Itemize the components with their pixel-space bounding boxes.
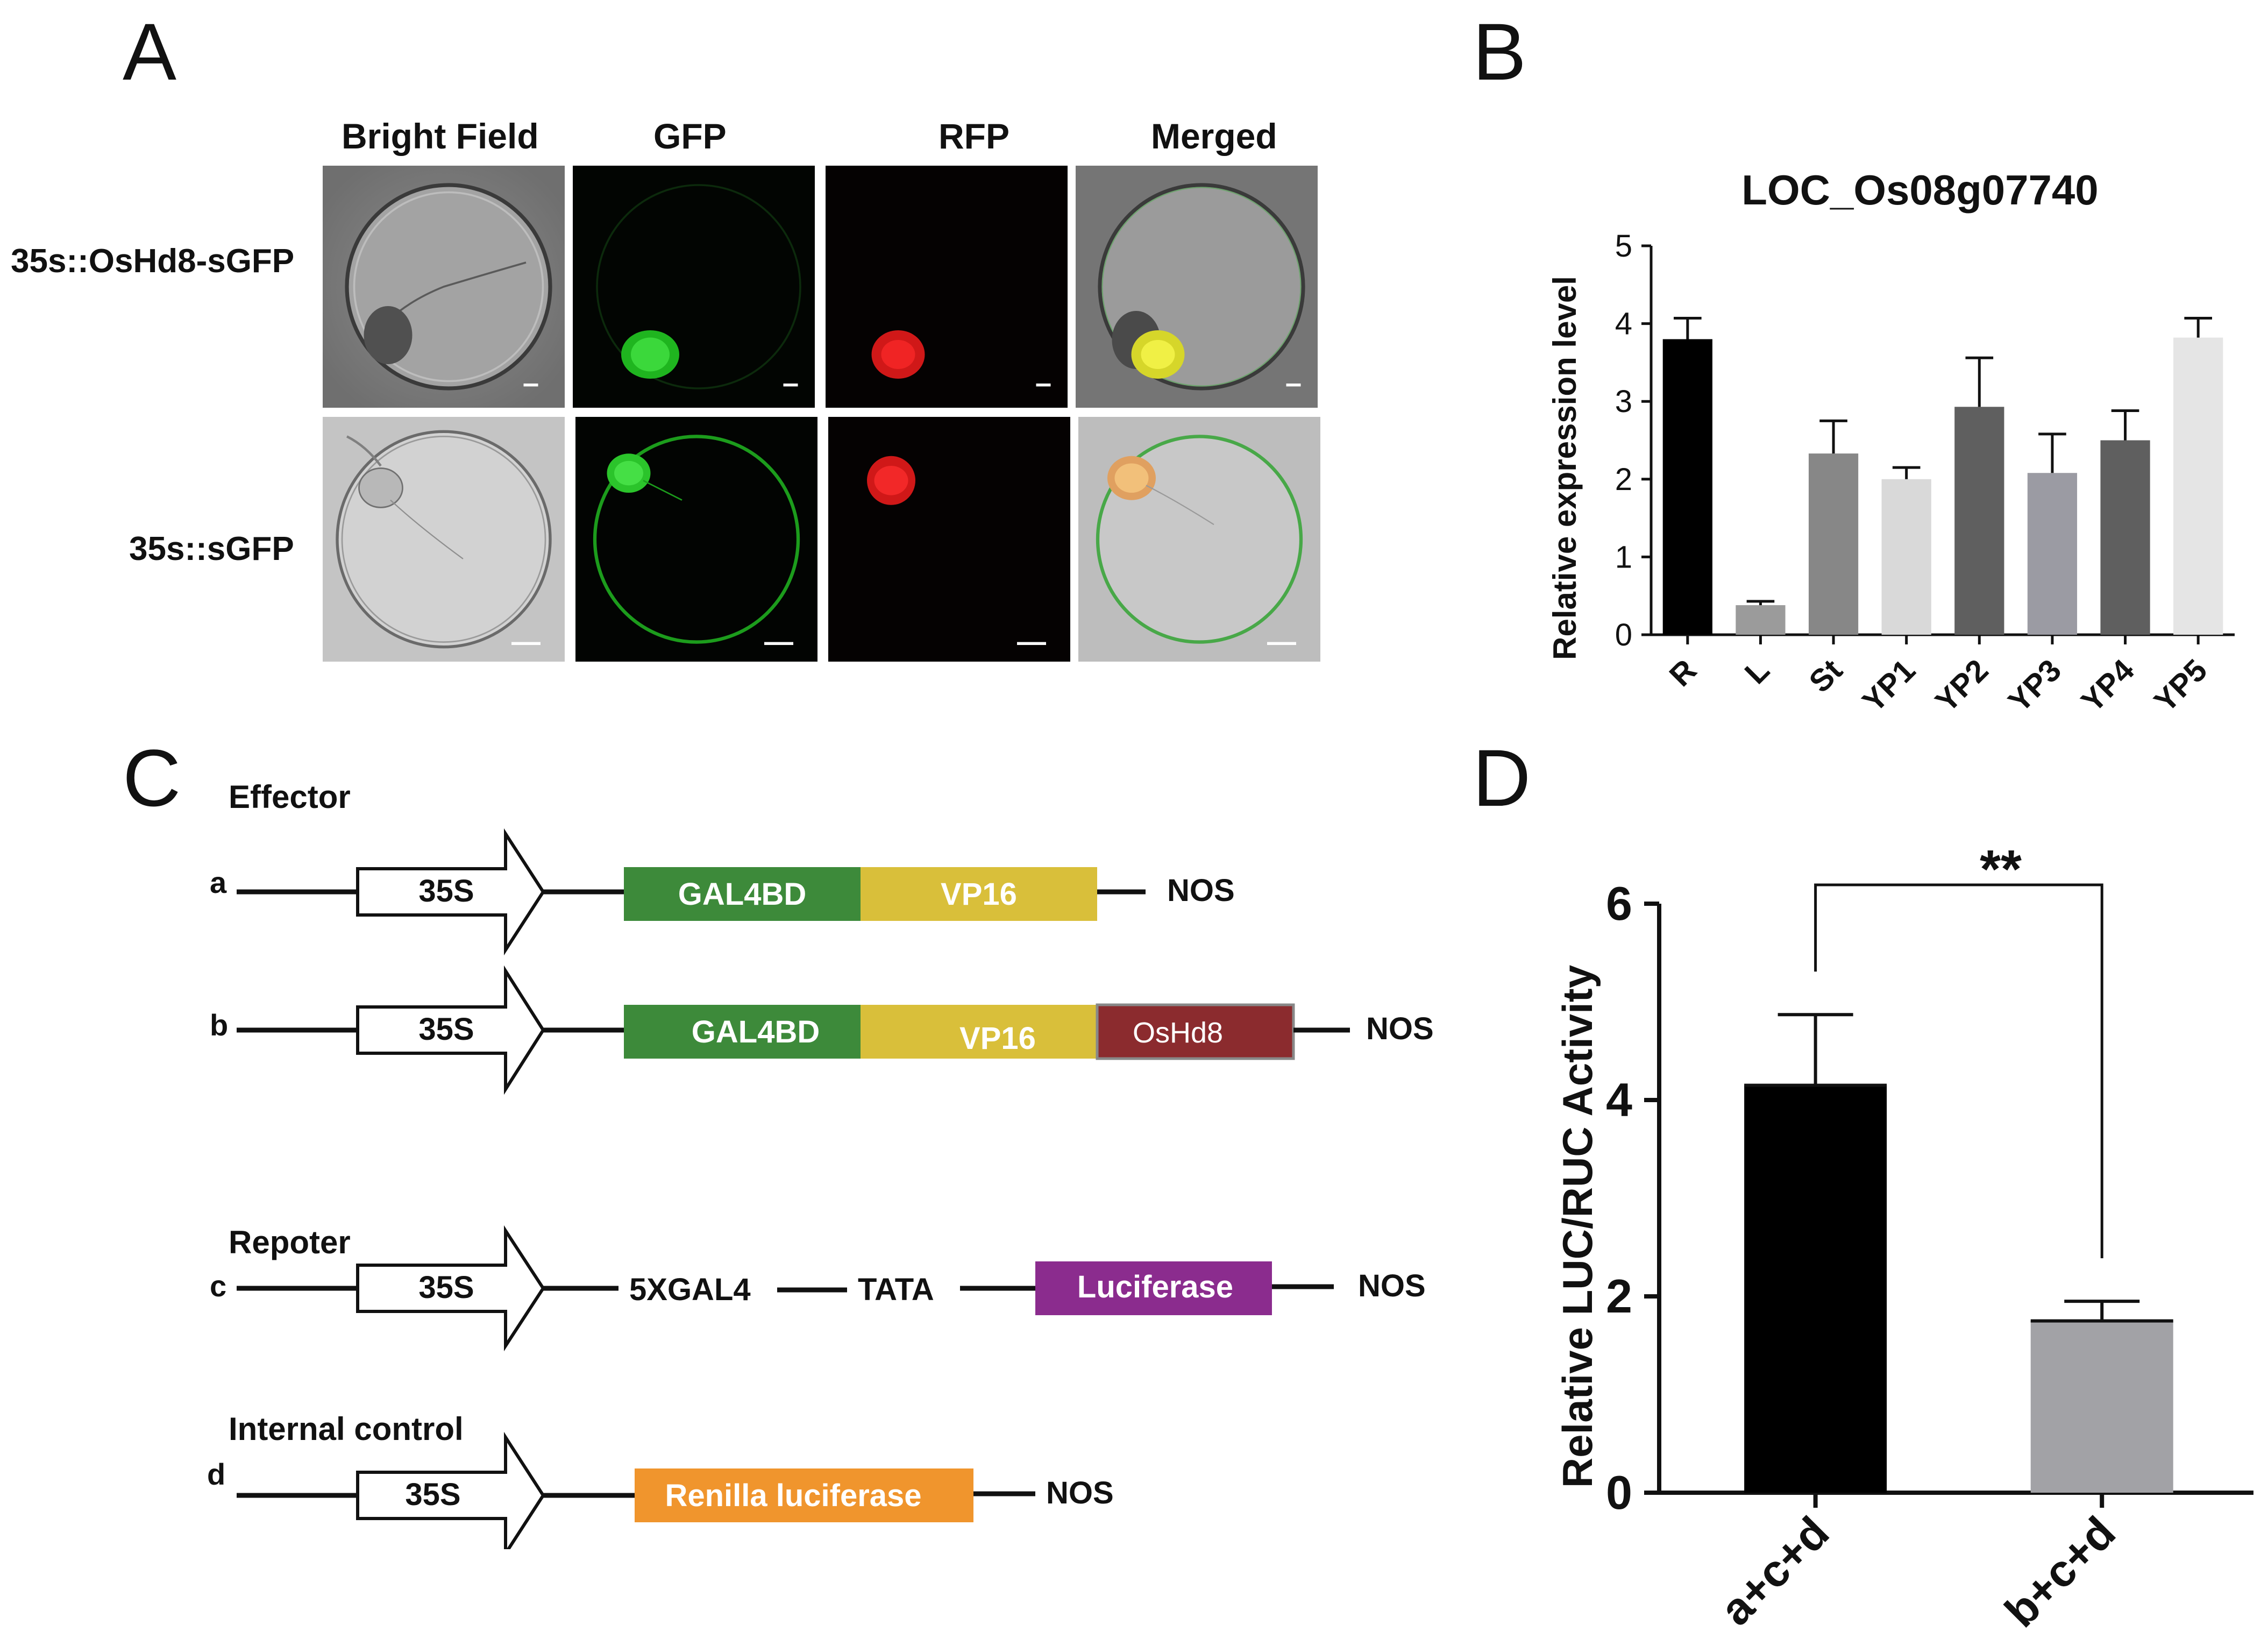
gal4bd-label-b: GAL4BD: [692, 1014, 820, 1049]
chart-b-category-label: YP3: [2002, 652, 2068, 719]
image-bright-field-sgfp: [323, 417, 565, 662]
column-label-merged: Merged: [1151, 116, 1277, 156]
chart-d-significance: **: [1980, 839, 2022, 899]
renilla-block: [635, 1468, 973, 1522]
row-label-sgfp: 35s::sGFP: [129, 530, 294, 567]
image-gfp-sgfp: [575, 417, 817, 662]
nos-label-b: NOS: [1366, 1011, 1434, 1046]
chart-b-ytick-label: 2: [1615, 462, 1632, 497]
luciferase-label: Luciferase: [1077, 1269, 1233, 1304]
chart-d-ytick-label: 6: [1606, 877, 1632, 930]
renilla-label: Renilla luciferase: [665, 1478, 921, 1513]
nos-label-d: NOS: [1046, 1475, 1114, 1510]
gal4bd-block-b: [624, 1005, 861, 1059]
row-label-b: b: [210, 1008, 228, 1042]
chart-b-bar: [1736, 605, 1786, 635]
row-label-oshd8-sgfp: 35s::OsHd8-sGFP: [11, 243, 295, 280]
column-label-rfp: RFP: [939, 116, 1009, 156]
panel-letter-b: B: [1473, 6, 1527, 97]
construct-a: a 35S GAL4BD VP16 NOS: [210, 828, 1235, 956]
promoter-label-c: 35S: [418, 1270, 474, 1305]
gal4bd-block-a: [624, 867, 861, 921]
vp16-label-b: VP16: [959, 1021, 1036, 1056]
construct-d: d 35S Renilla luciferase NOS: [207, 1431, 1114, 1549]
chart-b-bar: [2100, 440, 2150, 635]
promoter-label-a: 35S: [418, 874, 474, 909]
control-title: Internal control: [229, 1411, 464, 1447]
chart-b-ytick-label: 5: [1615, 229, 1632, 264]
column-label-gfp: GFP: [653, 116, 727, 156]
column-label-bright-field: Bright Field: [342, 116, 539, 156]
promoter-arrow-c: [356, 1225, 545, 1352]
row-label-c: c: [210, 1269, 226, 1303]
panel-letter-a: A: [123, 6, 177, 97]
chart-d-category-label: b+c+d: [1995, 1507, 2125, 1636]
tata-label: TATA: [858, 1272, 934, 1307]
chart-b-bar: [1662, 339, 1712, 635]
chart-b-bar: [2027, 473, 2078, 635]
chart-d-ytick-label: 4: [1606, 1073, 1632, 1126]
promoter-arrow-d: [356, 1431, 545, 1549]
oshd8-block-b: [1096, 1003, 1295, 1060]
luc-ruc-bar-chart: Relative LUC/RUC Activity ** 0 2 4 6 a+c+d b+…: [1554, 839, 2253, 1637]
expression-bar-chart: LOC_Os08g07740 Relative expression level…: [1547, 166, 2235, 719]
image-bright-field-oshd8: [323, 166, 565, 408]
vp16-block-b: [861, 1005, 1097, 1059]
image-merged-sgfp: [1078, 417, 1320, 662]
chart-b-category-label: YP4: [2074, 652, 2141, 719]
chart-b-bar: [1808, 453, 1859, 635]
image-merged-oshd8: [1076, 166, 1318, 408]
chart-d-bar: [1744, 1085, 1887, 1493]
promoter-label-b: 35S: [418, 1012, 474, 1047]
image-rfp-oshd8: [826, 166, 1068, 408]
gal4-element-label: 5XGAL4: [629, 1272, 751, 1307]
construct-diagram: Effector a 35S GAL4BD VP16 NOS b 35S GAL…: [207, 779, 1434, 1549]
chart-b-bar: [1954, 407, 2004, 635]
chart-b-category-label: YP2: [1929, 652, 1995, 719]
construct-c: c 35S 5XGAL4 TATA Luciferase NOS: [210, 1225, 1426, 1352]
chart-b-ylabel: Relative expression level: [1547, 276, 1583, 660]
vp16-label-a: VP16: [941, 877, 1017, 912]
nos-label-c: NOS: [1358, 1268, 1426, 1303]
promoter-arrow-b: [356, 965, 545, 1095]
chart-d-bar: [2030, 1321, 2173, 1493]
chart-b-category-label: L: [1738, 652, 1776, 691]
chart-b-bar: [2173, 337, 2223, 635]
panel-letter-d: D: [1473, 733, 1531, 823]
chart-b-ytick-label: 1: [1615, 540, 1632, 574]
promoter-label-d: 35S: [405, 1477, 460, 1512]
chart-b-category-label: YP5: [2148, 652, 2214, 719]
chart-b-ytick-label: 4: [1615, 307, 1632, 342]
chart-b-category-label: R: [1662, 652, 1703, 693]
chart-d-ytick-label: 0: [1606, 1466, 1632, 1519]
chart-d-ytick-label: 2: [1606, 1269, 1632, 1323]
gal4bd-label-a: GAL4BD: [678, 877, 806, 912]
chart-b-title: LOC_Os08g07740: [1741, 166, 2098, 214]
row-label-d: d: [207, 1457, 225, 1491]
vp16-block-a: [861, 867, 1097, 921]
image-gfp-oshd8: [573, 166, 815, 408]
chart-b-ytick-label: 3: [1615, 384, 1632, 419]
panel-letter-c: C: [123, 733, 181, 823]
row-label-a: a: [210, 865, 227, 899]
chart-d-ylabel: Relative LUC/RUC Activity: [1554, 965, 1601, 1488]
construct-b: b 35S GAL4BD VP16 OsHd8 NOS: [210, 965, 1434, 1095]
chart-b-category-label: St: [1802, 652, 1849, 699]
promoter-arrow-a: [356, 828, 545, 956]
reporter-title: Repoter: [229, 1224, 351, 1260]
nos-label-a: NOS: [1167, 873, 1235, 908]
chart-d-category-label: a+c+d: [1710, 1507, 1838, 1635]
chart-b-ytick-label: 0: [1615, 618, 1632, 652]
effector-title: Effector: [229, 779, 351, 815]
luciferase-block: [1035, 1261, 1272, 1315]
oshd8-label-b: OsHd8: [1133, 1017, 1223, 1049]
chart-d-significance-bracket: [1814, 883, 2103, 1259]
chart-b-bar: [1881, 479, 1931, 635]
chart-b-category-label: YP1: [1855, 652, 1922, 719]
image-rfp-sgfp: [828, 417, 1070, 662]
